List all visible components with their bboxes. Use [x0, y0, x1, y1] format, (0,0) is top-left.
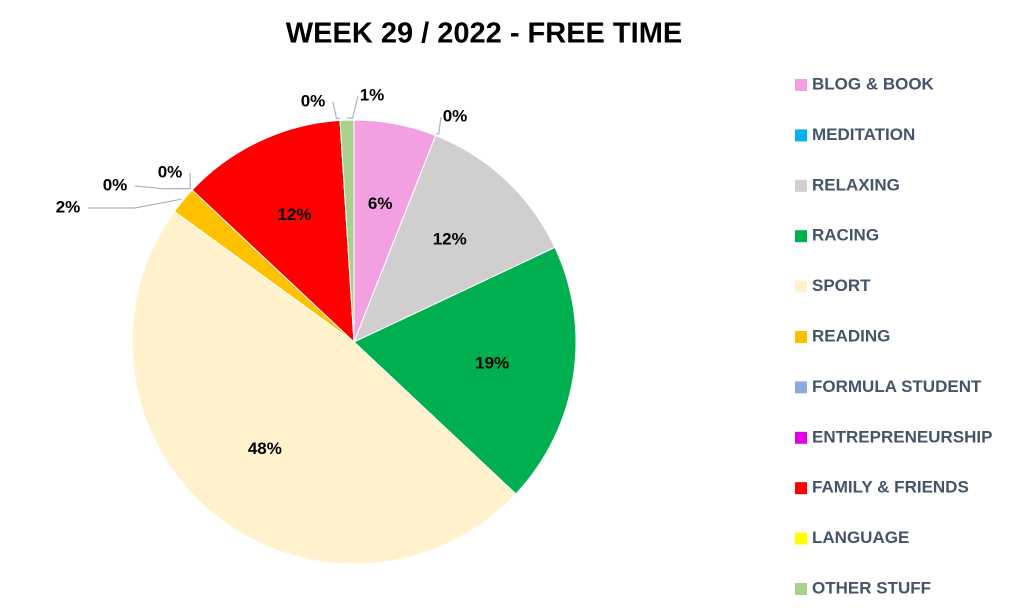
legend-swatch — [795, 381, 807, 394]
legend-swatch — [795, 431, 807, 444]
legend-label: FORMULA STUDENT — [812, 377, 982, 396]
legend-label: RACING — [812, 226, 879, 245]
pie-slice — [131, 210, 517, 565]
legend-swatch — [795, 179, 807, 192]
pie-slice — [353, 246, 577, 495]
legend-label: ENTREPRENEURSHIP — [812, 427, 992, 446]
pie-slice — [353, 134, 556, 343]
data-label: 12% — [433, 230, 467, 249]
leader-line — [189, 172, 191, 190]
legend-label: BLOG & BOOK — [812, 74, 935, 93]
legend-swatch — [795, 230, 807, 243]
legend-swatch — [795, 331, 807, 343]
legend-swatch — [795, 79, 807, 91]
data-label: 1% — [360, 85, 385, 104]
leader-line — [436, 116, 442, 135]
legend-label: LANGUAGE — [812, 528, 909, 547]
leader-line — [88, 198, 182, 209]
data-label: 0% — [158, 162, 183, 181]
data-label: 0% — [301, 91, 326, 110]
leader-line — [346, 95, 359, 119]
chart-title: WEEK 29 / 2022 - FREE TIME — [286, 18, 682, 50]
legend-label: SPORT — [812, 276, 871, 295]
legend-label: RELAXING — [812, 175, 900, 194]
data-label: 12% — [277, 205, 311, 224]
pie-slice — [339, 119, 355, 343]
pie-slice — [191, 119, 355, 344]
legend-swatch — [795, 482, 807, 495]
legend-label: READING — [812, 326, 890, 345]
legend-label: OTHER STUFF — [812, 578, 931, 597]
leader-line — [134, 185, 191, 190]
legend-swatch — [795, 532, 807, 545]
legend-label: FAMILY & FRIENDS — [812, 478, 969, 497]
data-label: 0% — [103, 175, 128, 194]
data-label: 48% — [248, 439, 282, 458]
legend-swatch — [795, 583, 807, 595]
legend-swatch — [795, 280, 807, 293]
data-label: 0% — [443, 106, 468, 125]
data-label: 2% — [56, 197, 81, 216]
legend-swatch — [795, 129, 807, 142]
data-label: 6% — [368, 194, 393, 213]
leader-line — [332, 101, 340, 120]
data-label: 19% — [475, 353, 509, 372]
legend-label: MEDITATION — [812, 125, 915, 144]
